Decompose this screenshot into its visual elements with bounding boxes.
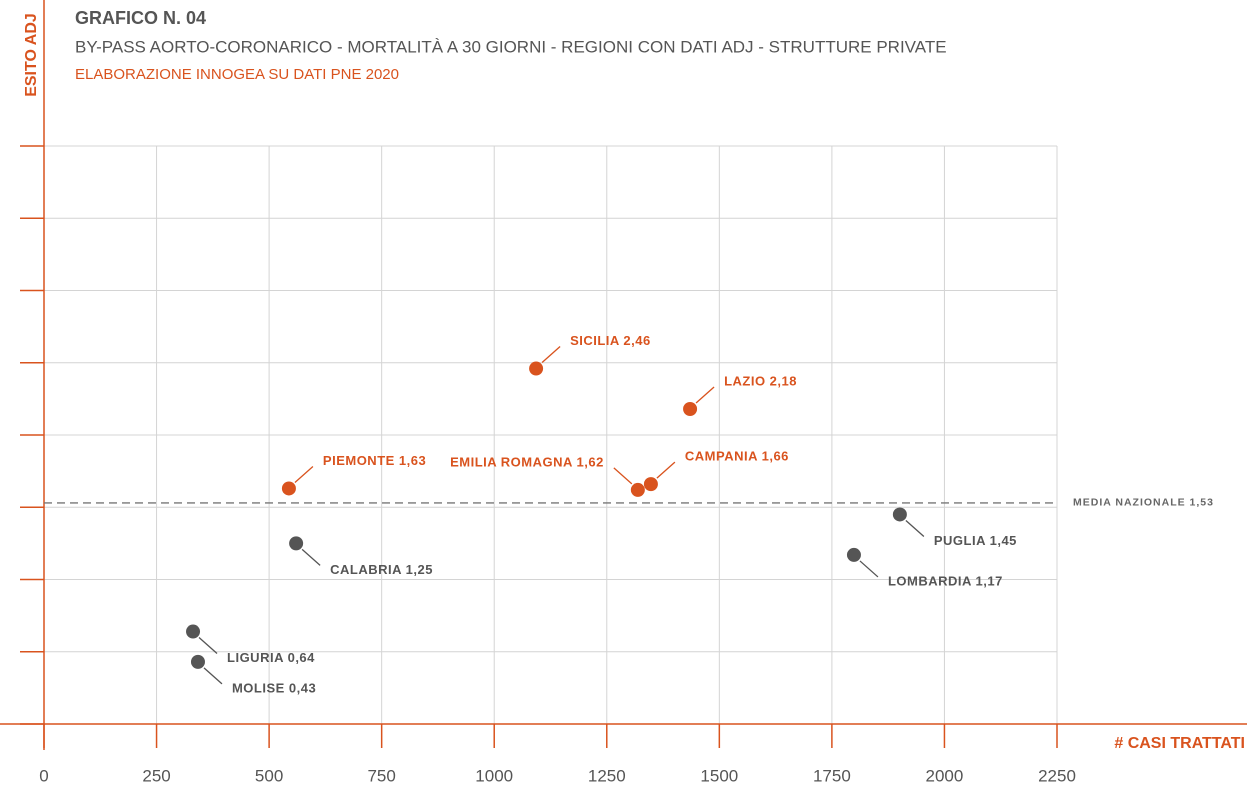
x-tick-label: 2000 — [926, 766, 964, 785]
chart-source: ELABORAZIONE INNOGEA SU DATI PNE 2020 — [75, 66, 399, 83]
point — [190, 654, 205, 669]
chart-subtitle: BY-PASS AORTO-CORONARICO - MORTALITÀ A 3… — [75, 37, 947, 56]
reference-label: MEDIA NAZIONALE 1,53 — [1073, 497, 1214, 509]
point — [846, 547, 861, 562]
x-tick-label: 1000 — [475, 766, 513, 785]
leader-line — [905, 519, 925, 537]
point — [643, 477, 658, 492]
x-tick-label: 1250 — [588, 766, 626, 785]
leader-line — [203, 667, 223, 685]
leader-line — [695, 386, 715, 404]
leader-line — [294, 465, 314, 483]
leader-line — [301, 548, 321, 566]
x-tick-label: 1750 — [813, 766, 851, 785]
point-label: CAMPANIA 1,66 — [685, 449, 789, 464]
point-label: SICILIA 2,46 — [570, 333, 651, 348]
point — [892, 507, 907, 522]
point — [630, 482, 645, 497]
x-axis-label: # CASI TRATTATI — [1114, 735, 1245, 752]
point — [186, 624, 201, 639]
x-tick-label: 1500 — [700, 766, 738, 785]
y-axis-label: ESITO ADJ — [23, 13, 40, 97]
x-tick-label: 0 — [39, 766, 48, 785]
leader-line — [656, 461, 676, 479]
leader-line — [613, 467, 633, 485]
x-tick-label: 2250 — [1038, 766, 1076, 785]
point — [289, 536, 304, 551]
leader-line — [541, 346, 561, 364]
point-label: PUGLIA 1,45 — [934, 533, 1017, 548]
point-label: PIEMONTE 1,63 — [323, 453, 426, 468]
leader-line — [198, 637, 218, 655]
x-tick-label: 750 — [367, 766, 395, 785]
point-label: LIGURIA 0,64 — [227, 650, 315, 665]
point — [281, 481, 296, 496]
point — [683, 401, 698, 416]
point-label: LAZIO 2,18 — [724, 373, 797, 388]
point-label: EMILIA ROMAGNA 1,62 — [450, 454, 604, 469]
x-tick-label: 500 — [255, 766, 283, 785]
chart-title: GRAFICO N. 04 — [75, 8, 206, 28]
leader-line — [859, 560, 879, 578]
point-label: MOLISE 0,43 — [232, 680, 316, 695]
point-label: LOMBARDIA 1,17 — [888, 573, 1003, 588]
point-label: CALABRIA 1,25 — [330, 562, 433, 577]
point — [529, 361, 544, 376]
x-tick-label: 250 — [142, 766, 170, 785]
